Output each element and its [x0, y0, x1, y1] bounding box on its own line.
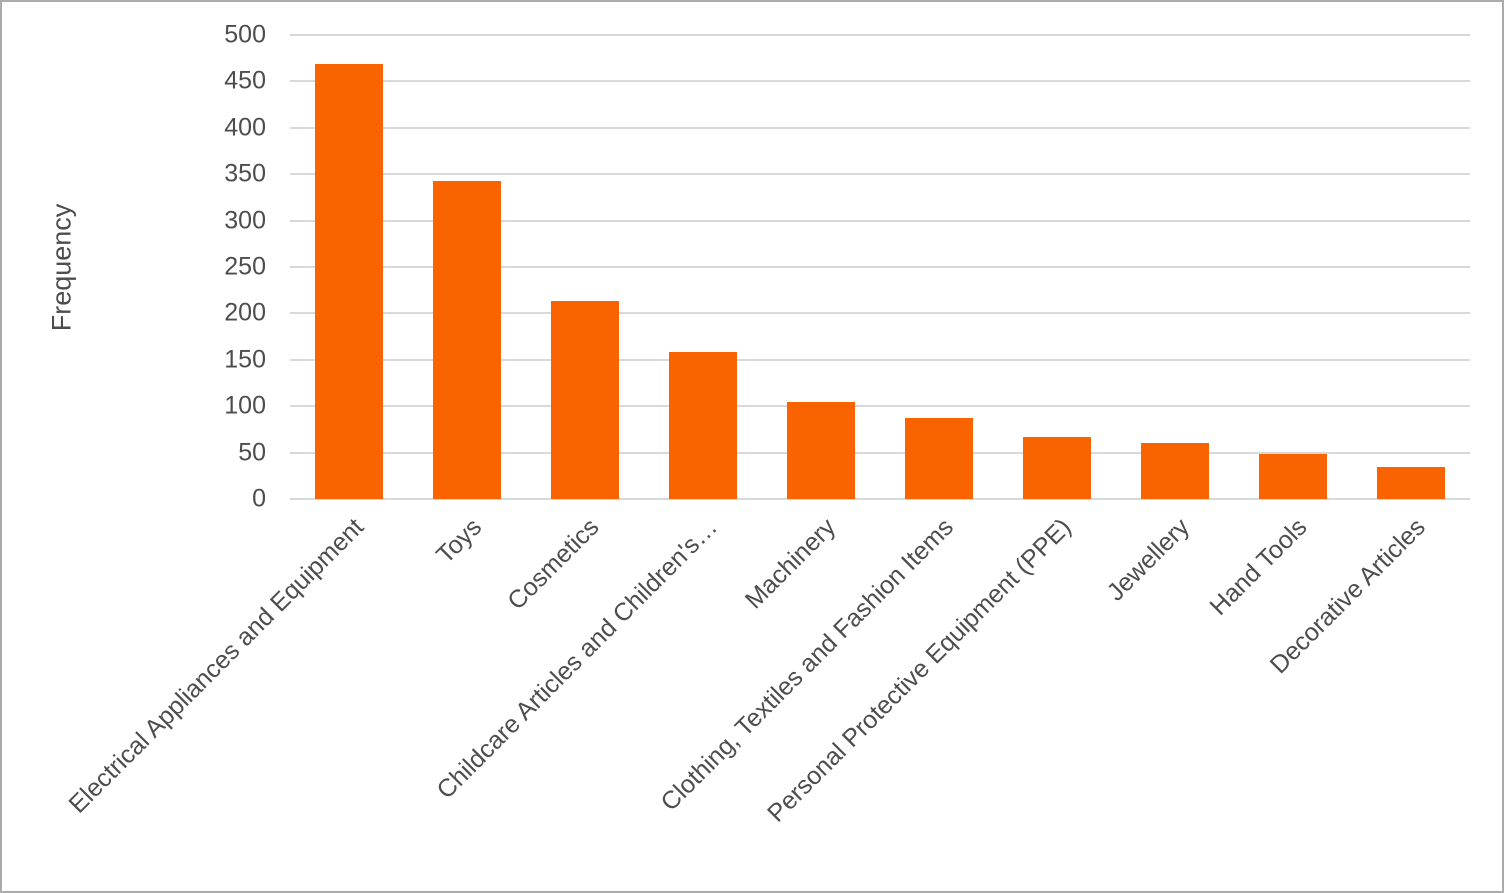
- bar-slot-jewellery: Jewellery: [1101, 35, 1234, 606]
- y-axis-tick-label-50: 50: [238, 438, 266, 467]
- gridline-y-450: [290, 80, 1470, 83]
- y-axis-tick-label-350: 350: [224, 159, 266, 188]
- bar-slot-machinery: Machinery: [739, 35, 880, 614]
- y-axis-tick-label-200: 200: [224, 298, 266, 327]
- y-axis-tick-label-300: 300: [224, 206, 266, 235]
- bar-slot-clothing-textiles-and-fashion-items: Clothing, Textiles and Fashion Items: [655, 35, 998, 816]
- bar-clothing-textiles-and-fashion-items: [905, 418, 973, 499]
- bar-personal-protective-equipment-ppe: [1023, 436, 1091, 499]
- gridline-y-200: [290, 312, 1470, 315]
- x-axis-category-label-electrical-appliances-and-equipment: Electrical Appliances and Equipment: [63, 513, 369, 819]
- y-axis-tick-label-500: 500: [224, 20, 266, 49]
- x-axis-category-label-toys: Toys: [430, 513, 487, 570]
- gridline-y-400: [290, 126, 1470, 129]
- gridline-y-250: [290, 266, 1470, 268]
- gridline-y-350: [290, 173, 1470, 176]
- bar-machinery: [787, 401, 855, 499]
- y-axis-tick-label-450: 450: [224, 66, 266, 95]
- y-axis-tick-label-400: 400: [224, 113, 266, 142]
- y-axis-tick-label-250: 250: [224, 252, 266, 281]
- gridline-y-500: [290, 34, 1470, 36]
- y-axis-tick-label-150: 150: [224, 345, 266, 374]
- bar-slot-childcare-articles-and-children-s: Childcare Articles and Children's…: [431, 35, 762, 804]
- y-axis-title: Frequency: [46, 203, 77, 331]
- bar-slot-electrical-appliances-and-equipment: Electrical Appliances and Equipment: [63, 35, 408, 819]
- gridline-y-300: [290, 219, 1470, 222]
- bar-childcare-articles-and-children-s: [669, 352, 737, 499]
- bar-electrical-appliances-and-equipment: [315, 63, 383, 499]
- gridline-y-0: [290, 498, 1470, 500]
- bar-cosmetics: [551, 301, 619, 499]
- bars-layer: Electrical Appliances and Equipment Toys C…: [63, 35, 1470, 828]
- gridline-y-50: [290, 451, 1470, 454]
- bar-jewellery: [1141, 443, 1209, 499]
- y-axis-title-container: Frequency: [20, 35, 104, 499]
- y-axis-tick-label-0: 0: [252, 484, 266, 513]
- bar-slot-decorative-articles: Decorative Articles: [1265, 35, 1470, 679]
- plot-area: 500 450 400 350 300 250 200 150 100 50 0 Electrica…: [63, 21, 1470, 828]
- bar-hand-tools: [1259, 454, 1327, 499]
- bar-slot-toys: Toys: [408, 35, 526, 569]
- bar-slot-hand-tools: Hand Tools: [1205, 35, 1352, 621]
- x-axis-category-label-cosmetics: Cosmetics: [502, 513, 605, 616]
- gridline-y-150: [290, 358, 1470, 361]
- bar-slot-cosmetics: Cosmetics: [502, 35, 644, 615]
- bar-toys: [433, 180, 501, 499]
- x-axis-category-label-hand-tools: Hand Tools: [1204, 513, 1313, 621]
- x-axis-category-label-machinery: Machinery: [739, 513, 841, 615]
- bar-slot-personal-protective-equipment-ppe: Personal Protective Equipment (PPE): [762, 35, 1116, 828]
- bar-decorative-articles: [1377, 467, 1445, 499]
- x-axis-category-label-jewellery: Jewellery: [1101, 513, 1195, 607]
- y-axis-tick-label-100: 100: [224, 391, 266, 420]
- gridline-y-100: [290, 405, 1470, 408]
